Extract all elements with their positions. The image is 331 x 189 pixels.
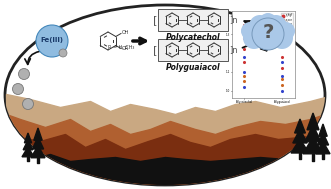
Text: ]n: ]n bbox=[229, 15, 238, 25]
Circle shape bbox=[59, 49, 67, 57]
Text: Fe(III): Fe(III) bbox=[40, 37, 64, 43]
Circle shape bbox=[252, 18, 284, 50]
Polygon shape bbox=[31, 146, 45, 158]
Polygon shape bbox=[23, 140, 33, 150]
Polygon shape bbox=[24, 133, 31, 143]
Polygon shape bbox=[305, 125, 321, 142]
Polygon shape bbox=[319, 124, 327, 136]
Polygon shape bbox=[317, 133, 329, 145]
Polygon shape bbox=[22, 147, 34, 157]
Circle shape bbox=[241, 22, 259, 40]
Circle shape bbox=[36, 25, 68, 57]
Polygon shape bbox=[303, 137, 323, 154]
Text: OH: OH bbox=[122, 30, 129, 36]
Polygon shape bbox=[32, 137, 44, 149]
Ellipse shape bbox=[5, 5, 325, 185]
Circle shape bbox=[243, 27, 265, 49]
Text: ?: ? bbox=[262, 22, 274, 42]
Circle shape bbox=[265, 15, 287, 37]
Polygon shape bbox=[293, 129, 307, 143]
Text: Polyguaiacol: Polyguaiacol bbox=[166, 63, 220, 72]
Circle shape bbox=[259, 13, 277, 31]
Text: [: [ bbox=[153, 15, 157, 25]
Polygon shape bbox=[307, 113, 319, 130]
Text: Polycatechol: Polycatechol bbox=[166, 33, 220, 42]
Circle shape bbox=[19, 68, 29, 80]
Text: R = H, CH₃: R = H, CH₃ bbox=[108, 45, 134, 50]
Circle shape bbox=[249, 15, 271, 37]
Polygon shape bbox=[316, 142, 330, 154]
Polygon shape bbox=[295, 119, 306, 133]
Text: [: [ bbox=[153, 45, 157, 55]
Circle shape bbox=[13, 84, 24, 94]
Polygon shape bbox=[34, 128, 42, 140]
Circle shape bbox=[277, 22, 295, 40]
FancyBboxPatch shape bbox=[158, 9, 228, 31]
Text: ]n: ]n bbox=[229, 46, 238, 54]
Polygon shape bbox=[291, 139, 309, 153]
Circle shape bbox=[271, 27, 293, 49]
Text: OR: OR bbox=[122, 46, 129, 51]
FancyBboxPatch shape bbox=[158, 39, 228, 61]
Circle shape bbox=[23, 98, 33, 109]
